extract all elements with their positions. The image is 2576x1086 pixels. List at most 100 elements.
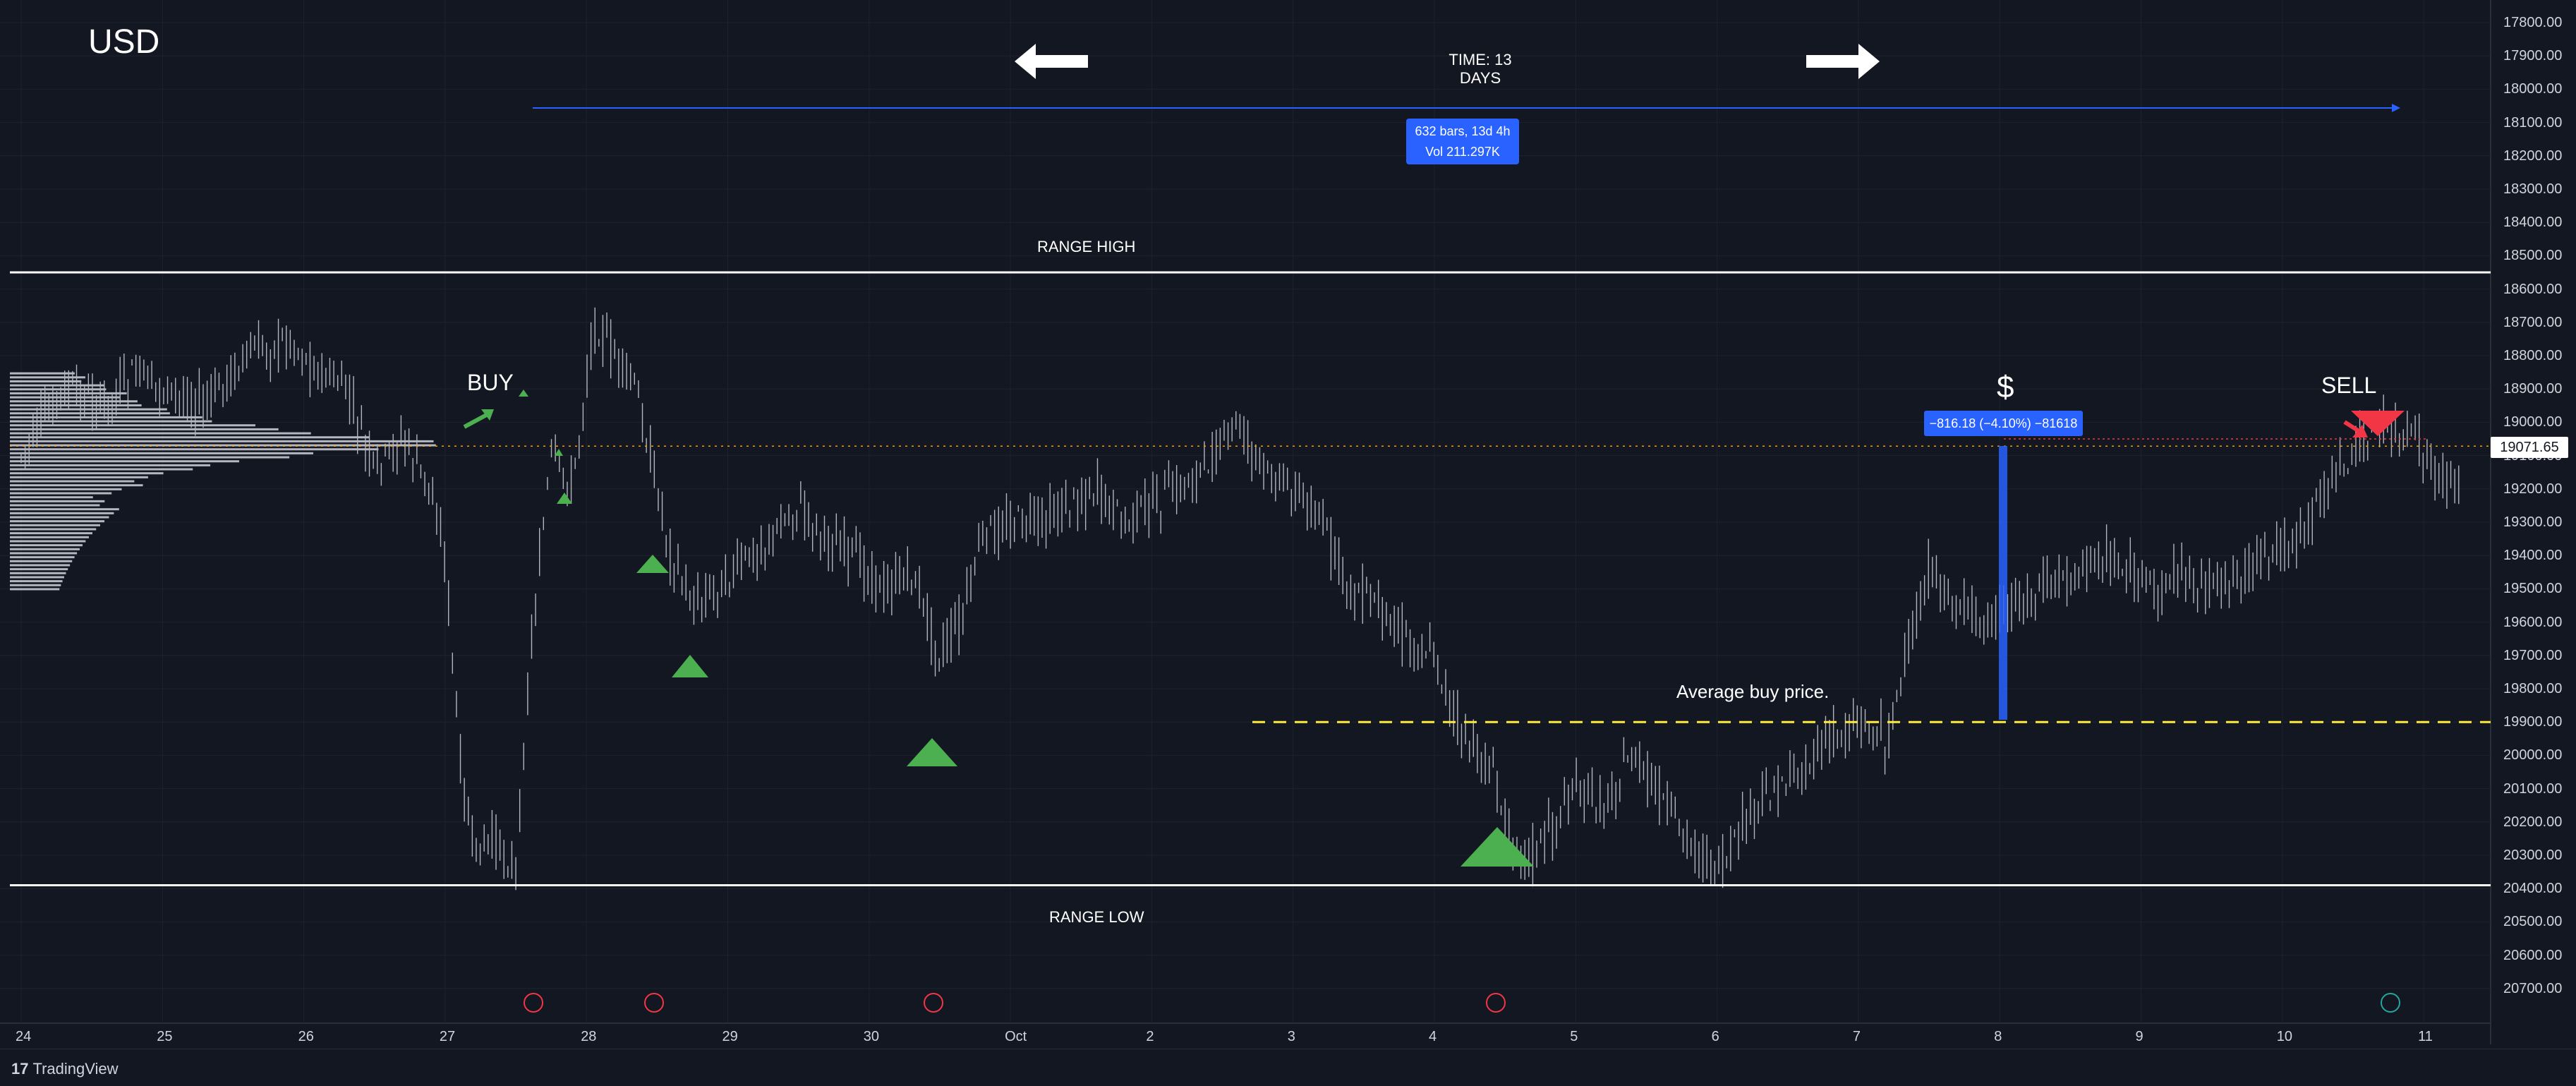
volume-profile-bar xyxy=(10,452,313,454)
candlestick-series xyxy=(20,307,2460,891)
average-buy-price-label: Average buy price. xyxy=(1676,681,1830,702)
volume-profile-bar xyxy=(10,484,143,487)
volume-profile-bar xyxy=(10,568,68,571)
time-tick: 8 xyxy=(1994,1029,2002,1044)
volume-profile-bar xyxy=(10,524,100,526)
volume-profile-bar xyxy=(10,408,167,411)
volume-profile-bar xyxy=(10,556,75,559)
tradingview-brand: TradingView xyxy=(32,1060,119,1078)
measure-info-box[interactable]: 632 bars, 13d 4h Vol 211.297K xyxy=(1406,119,1519,164)
buy-marker-icon xyxy=(555,449,563,456)
pnl-measure-bar xyxy=(1999,446,2007,720)
price-tick: 19000.00 xyxy=(2503,414,2563,430)
price-tick: 18500.00 xyxy=(2503,248,2563,264)
volume-profile-bar xyxy=(10,476,148,478)
price-tick: 19900.00 xyxy=(2503,714,2563,730)
volume-profile-bar xyxy=(10,552,78,555)
volume-profile-bar xyxy=(10,428,279,430)
volume-profile-bar xyxy=(10,464,211,466)
event-markers xyxy=(524,993,2400,1013)
volume-profile-bar xyxy=(10,580,63,583)
price-tick: 20100.00 xyxy=(2503,780,2563,797)
measure-volume-label: Vol 211.297K xyxy=(1425,145,1500,159)
volume-profile-bar xyxy=(10,480,135,483)
measure-bars-label: 632 bars, 13d 4h xyxy=(1415,124,1511,138)
time-tick: 26 xyxy=(298,1029,314,1044)
price-tick: 19300.00 xyxy=(2503,514,2563,530)
price-tick: 20500.00 xyxy=(2503,914,2563,930)
volume-profile-bar xyxy=(10,468,193,471)
volume-profile-bar xyxy=(10,520,104,523)
time-tick: 6 xyxy=(1711,1029,1719,1044)
price-tick: 20600.00 xyxy=(2503,947,2563,963)
price-tick: 18700.00 xyxy=(2503,314,2563,330)
volume-profile-bar xyxy=(10,512,114,514)
trade-markers xyxy=(519,390,2405,867)
pnl-measure-box[interactable]: −816.18 (−4.10%) −81618 xyxy=(1924,411,2083,436)
buy-marker-icon xyxy=(519,390,528,397)
time-tick: 30 xyxy=(863,1029,880,1044)
last-price-badge: 19071.65 xyxy=(2491,437,2568,458)
tradingview-logo[interactable]: 17 TradingView xyxy=(11,1060,119,1078)
price-tick: 20700.00 xyxy=(2503,980,2563,996)
time-tick: 9 xyxy=(2135,1029,2143,1044)
time-tick: 4 xyxy=(1429,1029,1437,1044)
price-tick: 19800.00 xyxy=(2503,681,2563,696)
price-tick: 18900.00 xyxy=(2503,381,2563,397)
volume-profile-bar xyxy=(10,420,212,423)
dollar-label: $ xyxy=(1997,370,2014,404)
sell-label: SELL xyxy=(2321,373,2377,398)
volume-profile xyxy=(10,372,436,591)
volume-profile-bar xyxy=(10,460,240,463)
volume-profile-bar xyxy=(10,564,71,567)
buy-arrow-head-icon xyxy=(481,409,494,421)
price-axis[interactable]: 17800.00 17900.00 18000.00 18100.00 18200.00… xyxy=(2491,0,2576,1044)
price-tick: 19600.00 xyxy=(2503,614,2563,630)
time-tick: Oct xyxy=(1005,1029,1027,1044)
volume-profile-bar xyxy=(10,584,61,586)
time-tick: 29 xyxy=(722,1029,738,1044)
volume-profile-bar xyxy=(10,412,170,415)
price-tick: 20400.00 xyxy=(2503,881,2563,897)
event-marker-icon xyxy=(924,993,943,1013)
buy-marker-icon xyxy=(1461,827,1534,867)
volume-profile-bar xyxy=(10,440,434,442)
range-low-label: RANGE LOW xyxy=(1049,908,1144,926)
footer-bar: 17 TradingView xyxy=(0,1049,2576,1086)
volume-profile-bar xyxy=(10,516,109,519)
volume-profile-bar xyxy=(10,496,93,499)
volume-profile-bar xyxy=(10,372,75,375)
measure-range-arrowhead xyxy=(2392,104,2400,112)
volume-profile-bar xyxy=(10,488,122,490)
volume-profile-bar xyxy=(10,588,60,591)
price-tick: 20300.00 xyxy=(2503,847,2563,863)
tradingview-logo-icon: 17 xyxy=(11,1060,29,1078)
price-tick: 19500.00 xyxy=(2503,581,2563,597)
price-tick: 19400.00 xyxy=(2503,548,2563,564)
symbol-label: USD xyxy=(88,23,160,61)
volume-profile-bar xyxy=(10,560,73,562)
price-tick: 20000.00 xyxy=(2503,747,2563,764)
volume-profile-bar xyxy=(10,492,112,495)
price-tick: 18600.00 xyxy=(2503,281,2563,297)
volume-profile-bar xyxy=(10,388,107,391)
sell-arrow-head-icon xyxy=(2352,425,2368,438)
time-tick: 27 xyxy=(439,1029,456,1044)
volume-profile-bar xyxy=(10,544,83,547)
time-tick: 5 xyxy=(1570,1029,1578,1044)
volume-profile-bar xyxy=(10,448,379,451)
event-marker-icon xyxy=(1486,993,1506,1013)
volume-profile-bar xyxy=(10,384,104,387)
price-tick: 17800.00 xyxy=(2503,15,2563,30)
sell-marker-icon xyxy=(2351,411,2405,436)
volume-profile-bar xyxy=(10,444,436,447)
volume-profile-bar xyxy=(10,532,92,535)
arrow-right-icon xyxy=(1806,44,1884,83)
volume-profile-bar xyxy=(10,500,105,502)
time-tick: 25 xyxy=(157,1029,173,1044)
volume-profile-bar xyxy=(10,436,369,439)
volume-profile-bar xyxy=(10,536,89,538)
volume-profile-bar xyxy=(10,528,97,531)
time-axis[interactable]: 24 25 26 27 28 29 30 Oct 2 3 4 5 6 7 8 9 10 11 xyxy=(0,1023,2491,1046)
